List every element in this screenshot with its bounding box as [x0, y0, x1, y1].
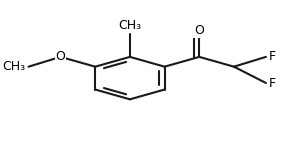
Text: CH₃: CH₃ — [118, 19, 142, 32]
Text: CH₃: CH₃ — [3, 60, 26, 73]
Text: O: O — [55, 50, 65, 63]
Text: F: F — [269, 77, 276, 89]
Text: F: F — [269, 50, 276, 63]
Text: O: O — [194, 24, 204, 37]
